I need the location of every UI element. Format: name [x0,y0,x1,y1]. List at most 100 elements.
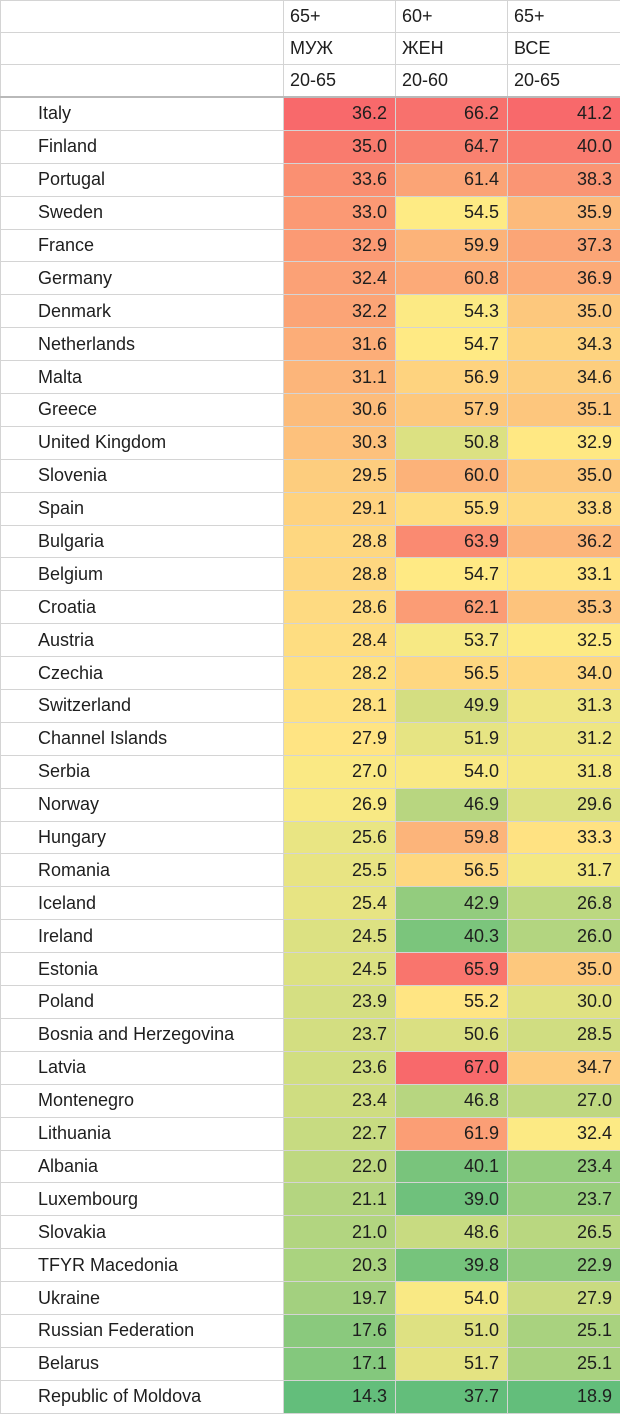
value-cell[interactable]: 23.6 [283,1050,396,1085]
header-cell[interactable]: ЖЕН [395,32,508,65]
value-cell[interactable]: 31.8 [507,754,620,789]
value-cell[interactable]: 23.4 [507,1149,620,1184]
value-cell[interactable]: 55.2 [395,985,508,1019]
value-cell[interactable]: 46.9 [395,787,508,822]
value-cell[interactable]: 32.4 [507,1116,620,1151]
country-cell[interactable]: Malta [0,360,284,395]
value-cell[interactable]: 54.0 [395,754,508,789]
value-cell[interactable]: 39.8 [395,1248,508,1283]
value-cell[interactable]: 56.9 [395,360,508,395]
value-cell[interactable]: 56.5 [395,853,508,888]
value-cell[interactable]: 26.0 [507,919,620,954]
header-cell[interactable]: МУЖ [283,32,396,65]
value-cell[interactable]: 24.5 [283,919,396,954]
country-cell[interactable]: Ukraine [0,1281,284,1315]
value-cell[interactable]: 27.0 [507,1083,620,1118]
value-cell[interactable]: 20.3 [283,1248,396,1283]
header-cell[interactable]: ВСЕ [507,32,620,65]
value-cell[interactable]: 21.0 [283,1215,396,1250]
country-cell[interactable]: Portugal [0,162,284,197]
value-cell[interactable]: 61.4 [395,162,508,197]
value-cell[interactable]: 28.5 [507,1017,620,1052]
value-cell[interactable]: 18.9 [507,1379,620,1414]
value-cell[interactable]: 17.1 [283,1346,396,1381]
value-cell[interactable]: 32.5 [507,623,620,658]
header-cell[interactable] [0,64,284,98]
value-cell[interactable]: 23.9 [283,985,396,1019]
country-cell[interactable]: Czechia [0,656,284,691]
value-cell[interactable]: 25.1 [507,1346,620,1381]
value-cell[interactable]: 28.1 [283,689,396,723]
value-cell[interactable]: 62.1 [395,590,508,625]
header-cell[interactable] [0,0,284,33]
country-cell[interactable]: TFYR Macedonia [0,1248,284,1283]
value-cell[interactable]: 36.9 [507,261,620,296]
country-cell[interactable]: Norway [0,787,284,822]
value-cell[interactable]: 24.5 [283,952,396,987]
value-cell[interactable]: 28.8 [283,524,396,559]
value-cell[interactable]: 33.1 [507,557,620,592]
value-cell[interactable]: 33.3 [507,820,620,855]
value-cell[interactable]: 60.0 [395,458,508,493]
country-cell[interactable]: Poland [0,985,284,1019]
value-cell[interactable]: 53.7 [395,623,508,658]
country-cell[interactable]: Hungary [0,820,284,855]
country-cell[interactable]: Albania [0,1149,284,1184]
value-cell[interactable]: 25.6 [283,820,396,855]
value-cell[interactable]: 21.1 [283,1182,396,1217]
value-cell[interactable]: 60.8 [395,261,508,296]
value-cell[interactable]: 32.9 [507,425,620,460]
value-cell[interactable]: 28.2 [283,656,396,691]
value-cell[interactable]: 31.3 [507,689,620,723]
value-cell[interactable]: 28.8 [283,557,396,592]
value-cell[interactable]: 32.9 [283,228,396,263]
country-cell[interactable]: Luxembourg [0,1182,284,1217]
value-cell[interactable]: 54.3 [395,294,508,329]
value-cell[interactable]: 29.6 [507,787,620,822]
country-cell[interactable]: Belarus [0,1346,284,1381]
value-cell[interactable]: 54.7 [395,557,508,592]
country-cell[interactable]: United Kingdom [0,425,284,460]
value-cell[interactable]: 30.3 [283,425,396,460]
value-cell[interactable]: 36.2 [283,96,396,131]
value-cell[interactable]: 51.0 [395,1313,508,1348]
value-cell[interactable]: 64.7 [395,129,508,164]
value-cell[interactable]: 50.8 [395,425,508,460]
value-cell[interactable]: 59.9 [395,228,508,263]
country-cell[interactable]: Iceland [0,886,284,921]
value-cell[interactable]: 40.1 [395,1149,508,1184]
value-cell[interactable]: 26.8 [507,886,620,921]
country-cell[interactable]: France [0,228,284,263]
country-cell[interactable]: Ireland [0,919,284,954]
country-cell[interactable]: Finland [0,129,284,164]
value-cell[interactable]: 49.9 [395,689,508,723]
value-cell[interactable]: 67.0 [395,1050,508,1085]
value-cell[interactable]: 33.8 [507,491,620,526]
value-cell[interactable]: 31.1 [283,360,396,395]
value-cell[interactable]: 34.0 [507,656,620,691]
country-cell[interactable]: Romania [0,853,284,888]
value-cell[interactable]: 29.1 [283,491,396,526]
value-cell[interactable]: 29.5 [283,458,396,493]
value-cell[interactable]: 35.9 [507,195,620,230]
country-cell[interactable]: Spain [0,491,284,526]
value-cell[interactable]: 26.5 [507,1215,620,1250]
header-cell[interactable]: 65+ [283,0,396,33]
value-cell[interactable]: 35.0 [283,129,396,164]
header-cell[interactable]: 20-65 [507,64,620,98]
country-cell[interactable]: Greece [0,393,284,427]
value-cell[interactable]: 31.2 [507,721,620,756]
header-cell[interactable]: 60+ [395,0,508,33]
value-cell[interactable]: 32.4 [283,261,396,296]
country-cell[interactable]: Estonia [0,952,284,987]
value-cell[interactable]: 26.9 [283,787,396,822]
value-cell[interactable]: 30.6 [283,393,396,427]
value-cell[interactable]: 37.7 [395,1379,508,1414]
value-cell[interactable]: 48.6 [395,1215,508,1250]
value-cell[interactable]: 37.3 [507,228,620,263]
country-cell[interactable]: Russian Federation [0,1313,284,1348]
value-cell[interactable]: 35.0 [507,458,620,493]
value-cell[interactable]: 23.7 [283,1017,396,1052]
value-cell[interactable]: 38.3 [507,162,620,197]
value-cell[interactable]: 46.8 [395,1083,508,1118]
